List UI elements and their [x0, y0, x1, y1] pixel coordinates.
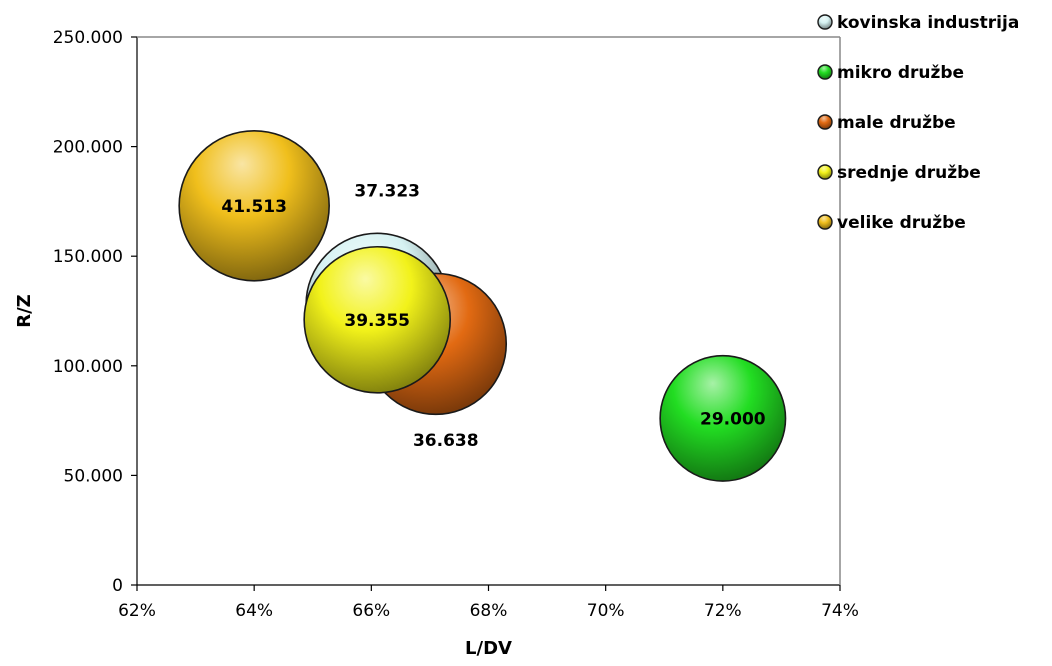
- x-axis-title: L/DV: [465, 638, 512, 659]
- legend-marker-mikro-družbe: [817, 64, 833, 80]
- y-tick-label: 150.000: [53, 247, 123, 267]
- axes: 0 50.000 100.000 150.000 200.000 250.000 62% 64…: [14, 28, 859, 659]
- bubbles: [178, 129, 787, 482]
- data-label-mikro-družbe: 29.000: [700, 409, 766, 429]
- legend-marker-srednje-družbe: [817, 164, 833, 180]
- x-tick-label: 62%: [118, 601, 156, 621]
- legend-marker-velike-družbe: [817, 214, 833, 230]
- legend-label-kovinska-industrija: kovinska industrija: [837, 13, 1019, 33]
- data-label-kovinska-industrija: 37.323: [354, 181, 420, 201]
- data-label-velike-družbe: 41.513: [221, 197, 287, 217]
- legend: kovinska industrija mikro družbe male druž…: [817, 13, 1019, 233]
- legend-marker-kovinska-industrija: [817, 14, 833, 30]
- legend-label-velike-družbe: velike družbe: [837, 213, 966, 233]
- legend-label-srednje-družbe: srednje družbe: [837, 163, 981, 183]
- legend-label-male-družbe: male družbe: [837, 113, 956, 133]
- x-tick-label: 66%: [352, 601, 390, 621]
- x-tick-label: 72%: [704, 601, 742, 621]
- y-tick-label: 0: [112, 576, 123, 596]
- data-labels: 37.323 29.000 36.638 39.355 41.513: [221, 181, 765, 450]
- y-tick-label: 200.000: [53, 138, 123, 158]
- y-tick-label: 250.000: [53, 28, 123, 48]
- data-label-male-družbe: 36.638: [413, 431, 479, 451]
- x-tick-label: 68%: [470, 601, 508, 621]
- bubble-srednje-družbe: [303, 245, 452, 394]
- legend-marker-male-družbe: [817, 114, 833, 130]
- y-axis-title: R/Z: [14, 294, 35, 328]
- bubble-velike-družbe: [178, 129, 330, 282]
- y-tick-label: 50.000: [64, 466, 123, 486]
- x-tick-label: 74%: [821, 601, 859, 621]
- legend-label-mikro-družbe: mikro družbe: [837, 63, 964, 83]
- data-label-srednje-družbe: 39.355: [344, 311, 410, 331]
- bubble-mikro-družbe: [659, 354, 787, 482]
- x-tick-label: 70%: [587, 601, 625, 621]
- x-tick-label: 64%: [235, 601, 273, 621]
- y-tick-label: 100.000: [53, 357, 123, 377]
